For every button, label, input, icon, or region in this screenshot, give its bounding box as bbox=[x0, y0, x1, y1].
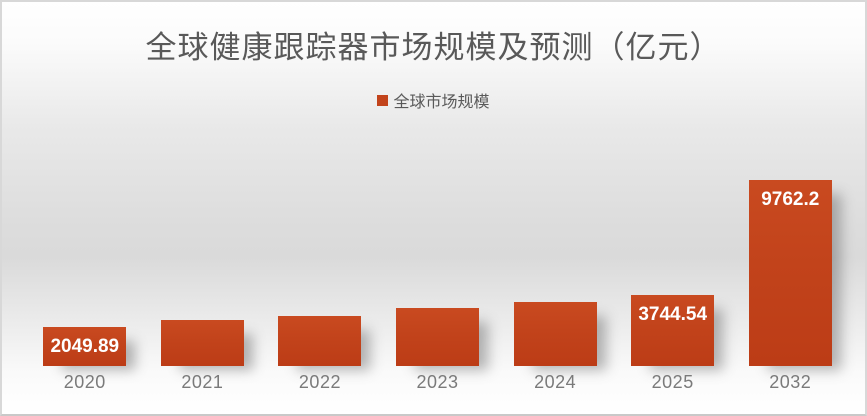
bar-2032: 9762.2 bbox=[748, 180, 832, 366]
x-axis-label-2020: 2020 bbox=[63, 371, 106, 392]
data-label-2025: 3744.54 bbox=[638, 303, 708, 325]
bar-2020: 2049.89 bbox=[43, 326, 127, 366]
bar-2021 bbox=[160, 320, 244, 366]
x-axis-label-2025: 2025 bbox=[651, 371, 694, 392]
bar-column: 2022 bbox=[261, 315, 379, 399]
bar-column: 3744.54 2025 bbox=[614, 294, 732, 398]
x-axis-label-2032: 2032 bbox=[769, 371, 812, 392]
bar-column: 2023 bbox=[379, 307, 497, 399]
chart-title: 全球健康跟踪器市场规模及预测（亿元） bbox=[145, 30, 722, 66]
bar-column: 9762.2 2032 bbox=[731, 180, 849, 398]
bar-column: 2049.89 2020 bbox=[26, 326, 144, 398]
x-axis-label-2021: 2021 bbox=[181, 371, 224, 392]
plot-area: 2049.89 2020 2021 2022 2023 2024 3744.54 2025 97… bbox=[26, 180, 849, 398]
bar-2022 bbox=[278, 315, 362, 366]
data-label-2020: 2049.89 bbox=[50, 335, 120, 357]
bar-2025: 3744.54 bbox=[631, 294, 715, 366]
legend: 全球市场规模 bbox=[2, 88, 865, 112]
legend-label: 全球市场规模 bbox=[393, 92, 490, 111]
x-axis-label-2024: 2024 bbox=[534, 371, 577, 392]
bar-column: 2024 bbox=[496, 302, 614, 398]
x-axis-label-2022: 2022 bbox=[298, 371, 341, 392]
bar-2023 bbox=[396, 307, 480, 366]
x-axis-label-2023: 2023 bbox=[416, 371, 459, 392]
bar-column: 2021 bbox=[144, 320, 262, 398]
legend-swatch-icon bbox=[377, 94, 389, 106]
bar-2024 bbox=[513, 302, 597, 366]
data-label-2032: 9762.2 bbox=[761, 189, 820, 210]
